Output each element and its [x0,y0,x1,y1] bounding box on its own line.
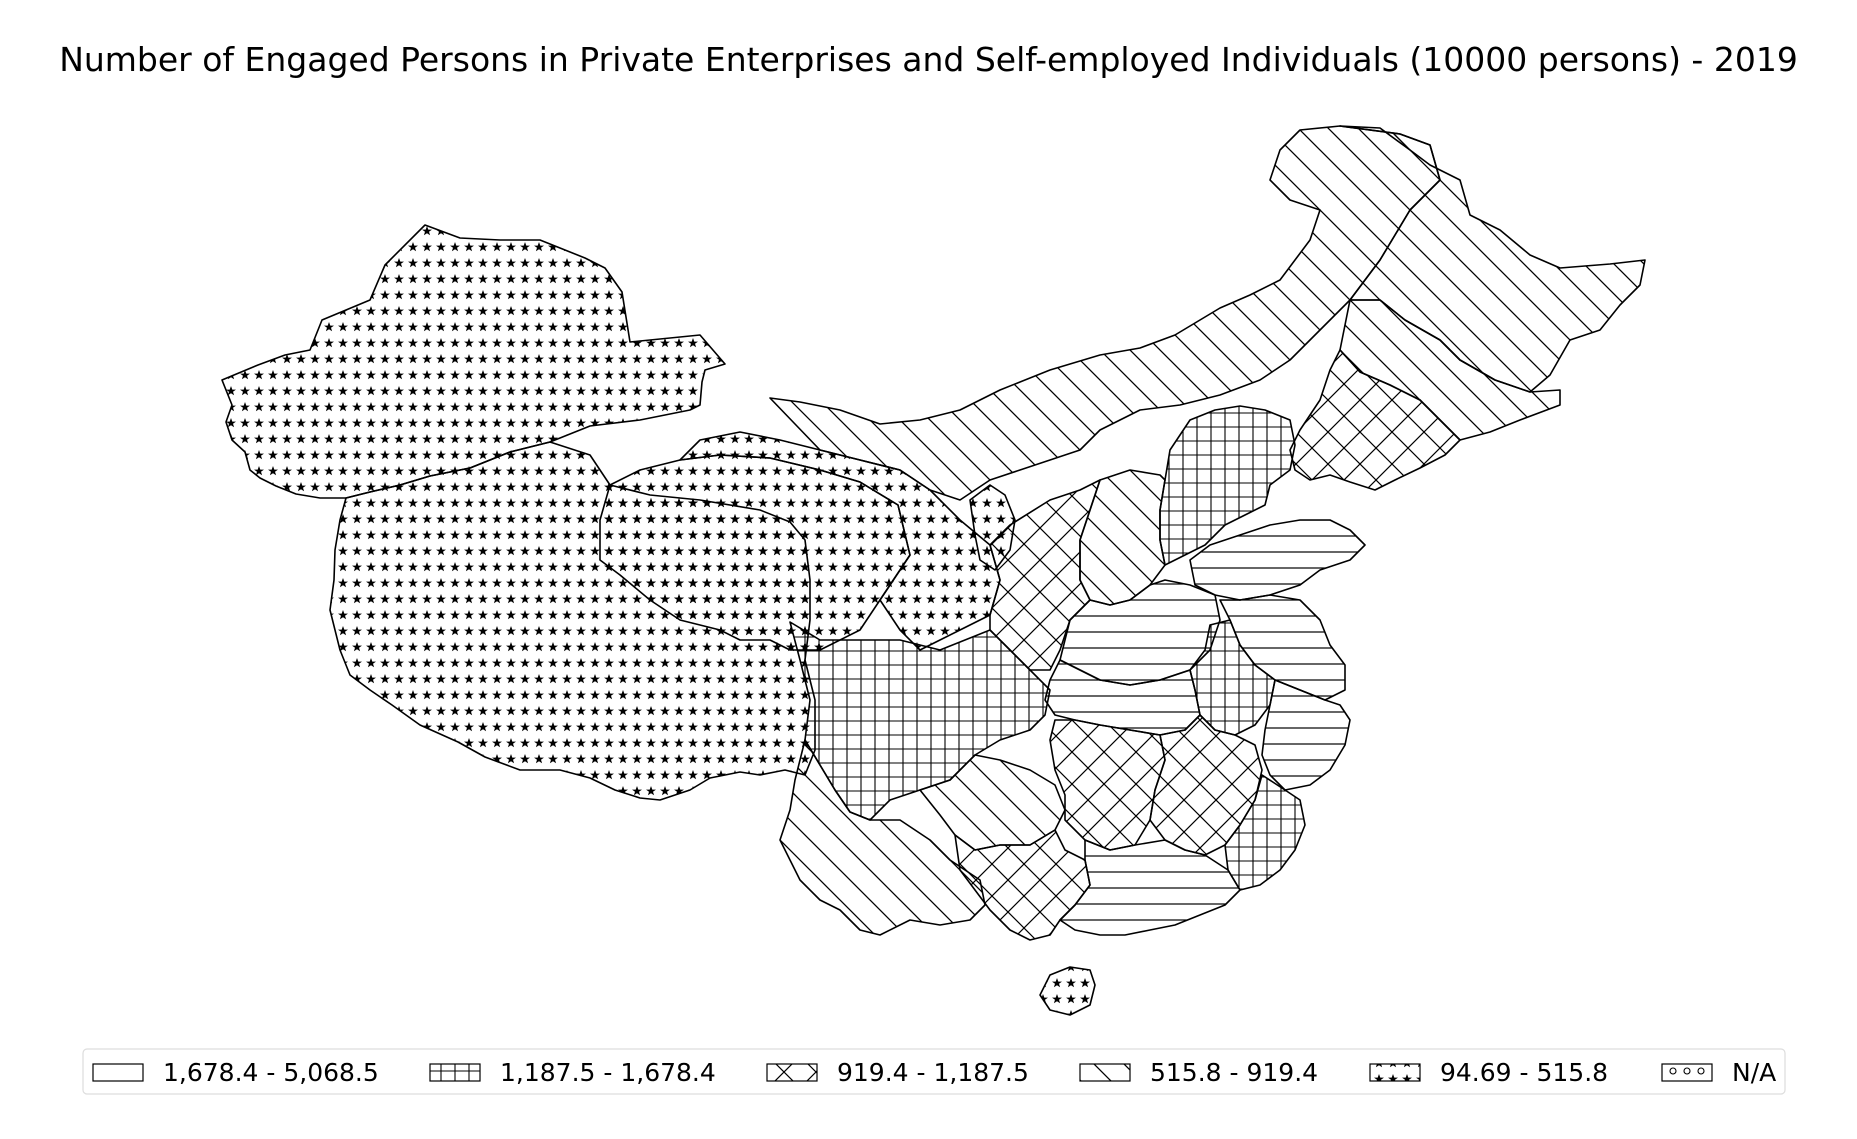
map-regions [221,125,1646,1016]
legend-label: N/A [1732,1058,1776,1087]
legend-swatch-crosshatch [766,1063,818,1082]
region-yunnan [779,739,986,936]
region-xinjiang [221,224,726,499]
legend-swatch-diagonal [1079,1063,1131,1082]
region-ningxia [969,484,1016,571]
region-shaanxi [989,479,1101,671]
legend-label: 1,678.4 - 5,068.5 [163,1058,379,1087]
legend-swatch-blank [92,1063,144,1082]
region-zhejiang [1261,679,1351,791]
legend-label: 919.4 - 1,187.5 [837,1058,1029,1087]
legend-swatch-circles [1661,1063,1713,1082]
region-shandong [1189,519,1366,601]
map-title: Number of Engaged Persons in Private Ent… [59,40,1798,79]
legend-swatch-grid [429,1063,481,1082]
region-hainan [1039,966,1096,1016]
legend: 1,678.4 - 5,068.5 1,187.5 - 1,678.4 919.4 … [82,1048,1786,1095]
region-gansu [679,431,1001,651]
region-hunan [1049,719,1166,851]
legend-label: 1,187.5 - 1,678.4 [500,1058,716,1087]
region-heilongjiang [1339,125,1646,393]
region-guangdong [1059,839,1241,936]
legend-frame [82,1048,1786,1095]
region-liaoning [1289,349,1461,491]
legend-label: 515.8 - 919.4 [1150,1058,1318,1087]
legend-label: 94.69 - 515.8 [1440,1058,1608,1087]
legend-swatch-stars [1369,1063,1421,1082]
